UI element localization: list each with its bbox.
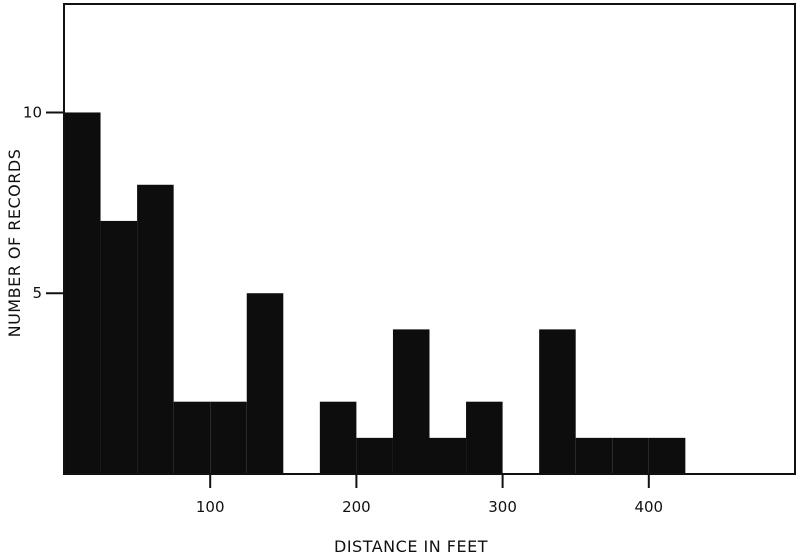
histogram-bar-275-300: [466, 401, 503, 474]
histogram-bar-325-350: [539, 329, 576, 474]
bars-group: [64, 112, 686, 474]
histogram-bar-200-225: [356, 437, 393, 474]
x-tick-label: 300: [488, 498, 517, 516]
plot-frame: [63, 3, 796, 475]
x-axis-ticks: 100 200 300 400: [196, 474, 663, 516]
histogram-bar-50-75: [137, 184, 174, 474]
histogram-bar-250-275: [429, 437, 467, 474]
histogram-bar-225-250: [392, 329, 430, 474]
histogram-bar-0-25: [64, 112, 101, 474]
histogram-bar-100-125: [210, 401, 247, 474]
histogram-bar-400-425: [648, 437, 686, 474]
x-tick-label: 100: [196, 498, 225, 516]
y-axis-ticks: 5 10: [23, 103, 64, 302]
histogram-bar-175-200: [319, 401, 357, 474]
histogram-bar-375-400: [612, 437, 649, 474]
histogram-bar-25-50: [100, 220, 138, 474]
x-tick-label: 200: [342, 498, 371, 516]
y-tick-label: 5: [32, 284, 42, 302]
x-axis-title: DISTANCE IN FEET: [334, 537, 488, 556]
histogram-bar-125-150: [246, 293, 284, 474]
x-tick-label: 400: [634, 498, 663, 516]
y-tick-label: 10: [23, 103, 42, 121]
histogram-bar-350-375: [575, 437, 613, 474]
histogram-bar-75-100: [173, 401, 211, 474]
y-axis-title: NUMBER OF RECORDS: [5, 149, 24, 338]
